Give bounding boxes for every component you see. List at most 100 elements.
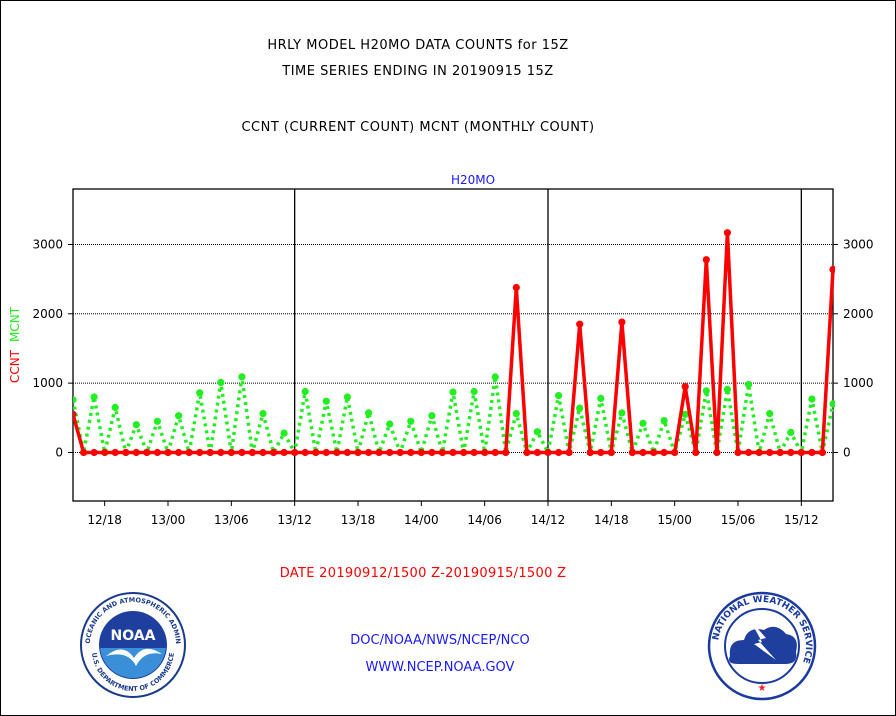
x-tick-label: 14/18 — [594, 513, 629, 527]
data-point-mcnt — [153, 417, 161, 425]
data-point-ccnt — [322, 448, 330, 457]
data-point-ccnt — [354, 448, 362, 457]
data-point-ccnt — [671, 448, 679, 457]
data-point-mcnt — [343, 393, 351, 401]
data-point-ccnt — [808, 448, 816, 457]
data-point-ccnt — [270, 448, 278, 457]
data-point-mcnt — [217, 378, 225, 386]
data-point-mcnt — [766, 410, 774, 418]
data-point-ccnt — [586, 448, 594, 457]
data-point-ccnt — [132, 448, 140, 457]
data-point-ccnt — [533, 448, 542, 457]
data-point-mcnt — [449, 388, 457, 396]
data-point-mcnt — [322, 397, 330, 405]
data-point-ccnt — [312, 448, 320, 457]
chart-plot: H20MO 0 0 1000 1000 2000 2000 3000 3000 12/18 13/0… — [8, 173, 874, 527]
data-point-ccnt — [206, 448, 214, 457]
data-point-ccnt — [544, 448, 552, 457]
plot-title: H20MO — [451, 173, 495, 187]
data-point-mcnt — [470, 387, 478, 396]
data-point-ccnt — [248, 448, 256, 457]
data-point-ccnt — [723, 229, 732, 237]
footer-org: DOC/NOAA/NWS/NCEP/NCO — [350, 633, 530, 648]
data-point-ccnt — [428, 448, 436, 457]
data-point-ccnt — [797, 448, 805, 457]
data-point-mcnt — [407, 417, 415, 425]
data-point-ccnt — [101, 448, 109, 457]
x-tick-label: 14/00 — [404, 513, 439, 527]
y-tick-label-left: 0 — [55, 445, 63, 459]
x-tick-label: 14/12 — [531, 513, 566, 527]
data-point-ccnt — [639, 448, 647, 457]
x-tick-label: 14/06 — [467, 513, 502, 527]
noaa-logo: NOAA NATIONAL OCEANIC AND ATMOSPHERIC AD… — [78, 590, 186, 698]
y-tick-label-right: 3000 — [843, 237, 874, 251]
star-icon: ★ — [758, 683, 767, 694]
chart-title-line2: TIME SERIES ENDING IN 20190915 15Z — [282, 64, 554, 79]
data-point-ccnt — [745, 448, 753, 457]
data-point-ccnt — [681, 383, 689, 391]
data-point-ccnt — [175, 448, 183, 457]
data-point-ccnt — [164, 448, 172, 457]
footer-url[interactable]: WWW.NCEP.NOAA.GOV — [365, 660, 515, 675]
data-point-ccnt — [565, 448, 573, 457]
data-point-ccnt — [343, 448, 351, 457]
data-point-ccnt — [618, 318, 626, 326]
data-point-ccnt — [407, 448, 415, 457]
data-point-ccnt — [333, 448, 341, 457]
data-point-ccnt — [491, 448, 499, 457]
data-point-mcnt — [301, 387, 309, 396]
x-tick-label: 15/00 — [657, 513, 692, 527]
data-point-mcnt — [787, 428, 795, 436]
y-tick-label-left: 3000 — [32, 237, 63, 251]
data-point-mcnt — [90, 393, 98, 401]
data-point-mcnt — [660, 417, 668, 425]
x-axis-label: DATE 20190912/1500 Z-20190915/1500 Z — [279, 566, 567, 581]
data-point-ccnt — [607, 448, 615, 457]
y-tick-label-left: 2000 — [32, 307, 63, 321]
x-tick-label: 13/00 — [151, 513, 186, 527]
chart-subtitle: CCNT (CURRENT COUNT) MCNT (MONTHLY COUNT… — [241, 120, 595, 135]
x-tick-label: 13/18 — [341, 513, 376, 527]
data-point-ccnt — [481, 448, 489, 457]
y-axis-label-mcnt: MCNT — [8, 306, 22, 342]
x-tick-label: 12/18 — [87, 513, 122, 527]
y-tick-label-right: 1000 — [843, 376, 874, 390]
plot-area — [72, 188, 834, 502]
noaa-logo-text: NOAA — [111, 628, 156, 644]
data-point-ccnt — [734, 448, 742, 457]
data-point-ccnt — [787, 448, 795, 457]
data-point-mcnt — [132, 421, 140, 429]
series-line-ccnt — [73, 230, 835, 455]
data-point-ccnt — [628, 448, 637, 457]
data-point-ccnt — [122, 448, 130, 457]
data-point-mcnt — [555, 392, 563, 400]
data-point-mcnt — [259, 410, 267, 418]
data-point-mcnt — [723, 385, 732, 393]
data-point-ccnt — [512, 283, 520, 292]
data-point-ccnt — [438, 448, 446, 457]
x-tick-label: 13/12 — [277, 513, 312, 527]
y-tick-label-right: 0 — [843, 445, 851, 459]
data-point-ccnt — [259, 448, 267, 457]
data-point-ccnt — [555, 448, 563, 457]
data-point-mcnt — [386, 420, 394, 428]
data-point-mcnt — [533, 428, 542, 436]
data-point-ccnt — [460, 448, 468, 457]
data-point-mcnt — [808, 395, 816, 403]
data-point-ccnt — [365, 448, 373, 457]
data-point-mcnt — [111, 403, 119, 411]
data-point-ccnt — [755, 448, 763, 457]
data-point-mcnt — [639, 419, 647, 427]
data-point-mcnt — [745, 380, 753, 389]
data-point-ccnt — [766, 448, 774, 457]
data-point-mcnt — [597, 394, 605, 402]
data-point-ccnt — [650, 448, 658, 457]
data-point-ccnt — [291, 448, 299, 457]
y-tick-label-right: 2000 — [843, 307, 874, 321]
data-point-mcnt — [73, 396, 77, 404]
data-point-ccnt — [523, 448, 531, 457]
data-point-mcnt — [829, 400, 835, 408]
data-point-mcnt — [365, 409, 373, 417]
data-point-ccnt — [90, 448, 98, 457]
